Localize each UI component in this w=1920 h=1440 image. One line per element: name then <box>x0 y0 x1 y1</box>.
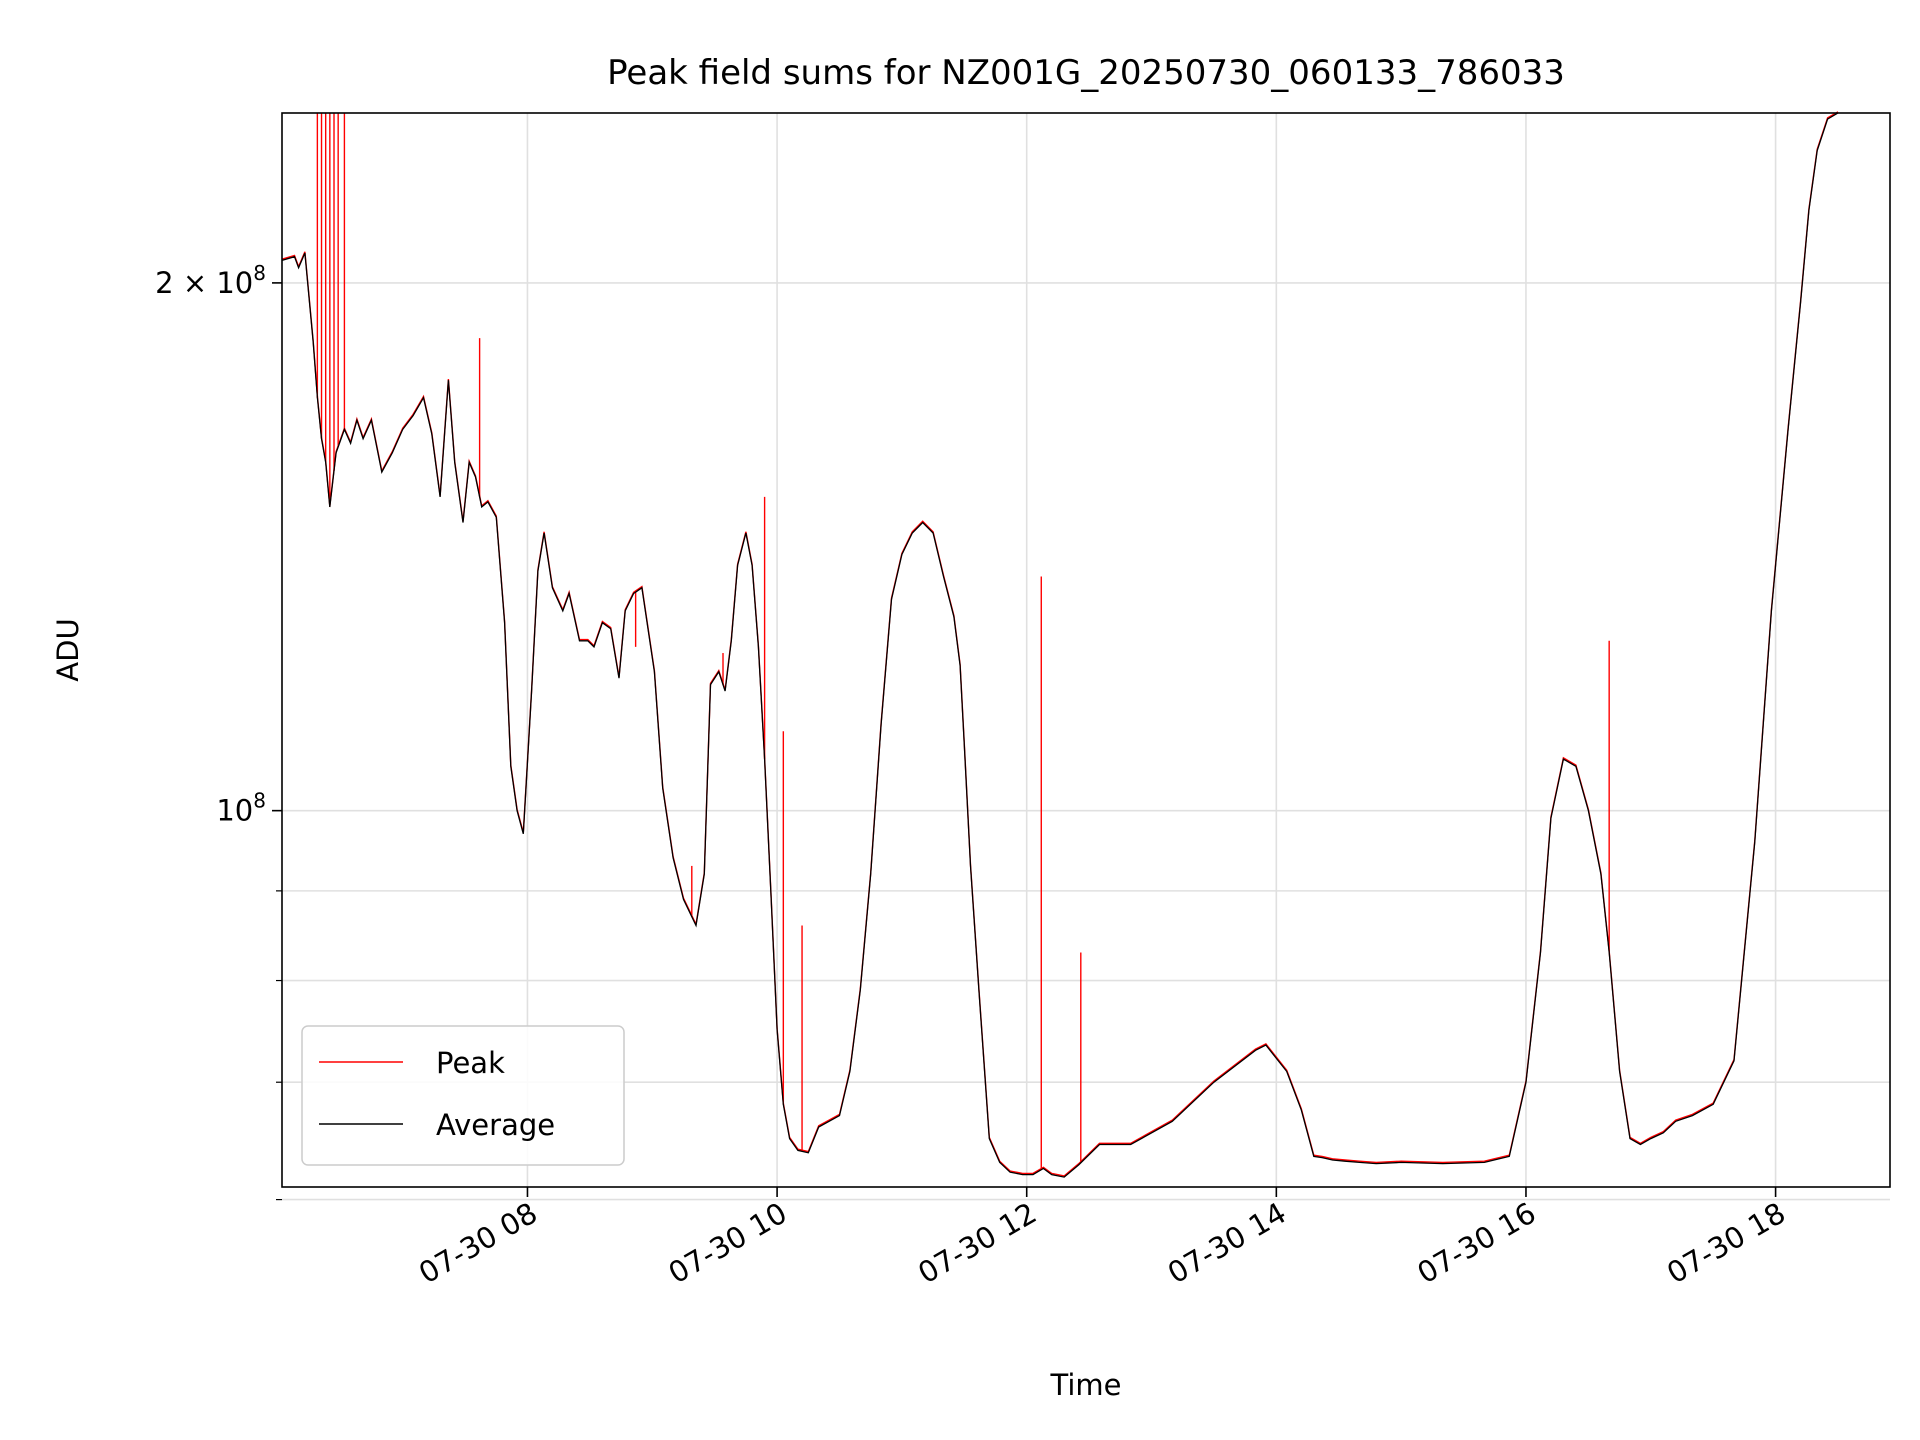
series-group <box>281 111 1839 1178</box>
y-axis-label: ADU <box>51 618 85 681</box>
legend-box <box>301 1025 625 1166</box>
legend-label-peak: Peak <box>436 1046 505 1080</box>
series-line-average <box>281 112 1839 1178</box>
legend-label-average: Average <box>436 1108 555 1142</box>
y-tick-label: 2 × 108 <box>155 261 266 300</box>
plot-frame <box>281 112 1891 1188</box>
chart-title: Peak field sums for NZ001G_20250730_0601… <box>607 53 1565 93</box>
x-axis-label: Time <box>1050 1368 1122 1402</box>
legend: Peak Average <box>301 1025 625 1166</box>
plot-area <box>282 113 1890 1187</box>
y-tick-label: 108 <box>216 789 266 828</box>
